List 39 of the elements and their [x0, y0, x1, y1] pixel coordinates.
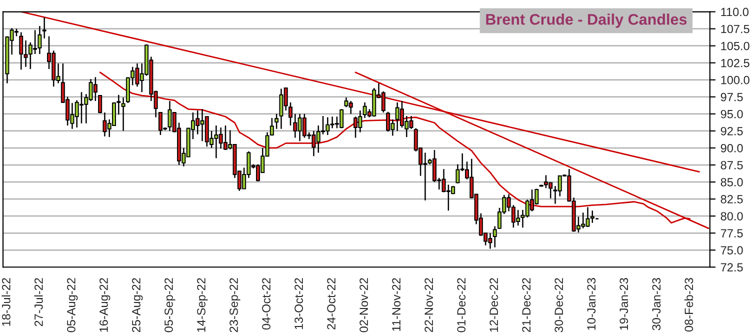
y-tick-label: 97.5 — [720, 92, 743, 102]
x-tick-label: 05-Sep-22 — [164, 278, 176, 332]
y-tick-label: 82.5 — [720, 195, 743, 204]
x-tick-label: 24-Oct-22 — [327, 278, 336, 330]
y-tick-label: 107.5 — [721, 24, 750, 34]
x-tick-label: 02-Nov-22 — [360, 278, 368, 332]
x-tick-label: 27-Jul-22 — [34, 278, 43, 326]
y-tick-label: 100.0 — [721, 76, 750, 84]
x-tick-label: 18-Jul-22 — [2, 278, 10, 326]
y-tick-label: 102.5 — [721, 58, 750, 68]
x-tick-label: 19-Jan-23 — [620, 278, 628, 330]
x-tick-label: 10-Jan-23 — [587, 278, 596, 330]
y-tick-label: 85.0 — [720, 178, 743, 186]
x-tick-label: 16-Aug-22 — [100, 278, 110, 332]
y-tick-label: 75.0 — [720, 246, 743, 254]
y-tick-label: 110.0 — [721, 8, 749, 16]
x-tick-label: 21-Dec-22 — [522, 278, 531, 332]
chart-title: Brent Crude - Daily Candles — [486, 14, 687, 28]
x-tick-label: 12-Dec-22 — [490, 278, 498, 332]
y-tick-label: 72.5 — [720, 263, 743, 272]
y-tick-label: 80.0 — [720, 212, 743, 220]
x-tick-label: 01-Dec-22 — [457, 278, 466, 332]
x-tick-label: 23-Sep-22 — [230, 278, 240, 332]
y-tick-label: 87.5 — [720, 161, 743, 170]
y-tick-label: 95.0 — [720, 110, 743, 118]
y-tick-label: 90.0 — [720, 144, 743, 152]
x-tick-label: 13-Oct-22 — [294, 278, 303, 330]
y-tick-label: 105.0 — [721, 42, 750, 50]
y-tick-label: 77.5 — [720, 229, 743, 238]
x-tick-label: 25-Aug-22 — [132, 278, 143, 332]
x-tick-label: 05-Aug-22 — [67, 278, 78, 332]
x-tick-label: 22-Nov-22 — [424, 278, 433, 332]
x-tick-label: 30-Dec-22 — [554, 278, 564, 332]
x-tick-label: 14-Sep-22 — [197, 278, 208, 332]
x-tick-label: 08-Feb-23 — [684, 278, 694, 332]
x-tick-label: 04-Oct-22 — [262, 278, 270, 330]
y-tick-label: 92.5 — [720, 126, 743, 136]
x-tick-label: 11-Nov-22 — [392, 278, 400, 331]
x-tick-label: 30-Jan-23 — [652, 278, 661, 330]
